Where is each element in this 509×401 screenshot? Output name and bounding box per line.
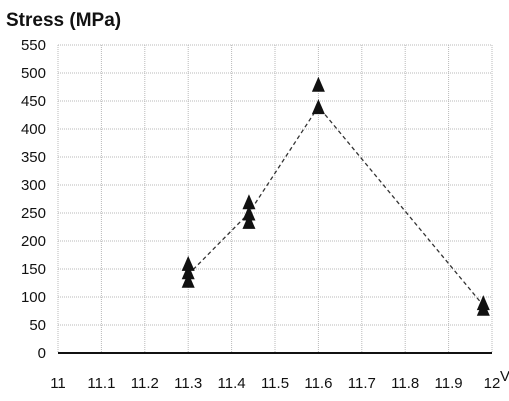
x-tick-label: 11.7 bbox=[348, 375, 376, 392]
x-tick-label: 11 bbox=[50, 375, 66, 392]
y-tick-labels: 0 50 100 150 200 250 300 350 400 450 500 550 bbox=[21, 37, 46, 362]
grid bbox=[58, 45, 492, 353]
y-tick-label: 0 bbox=[38, 345, 46, 362]
y-tick-label: 50 bbox=[29, 317, 46, 334]
y-tick-label: 200 bbox=[21, 233, 46, 250]
data-point-marker bbox=[182, 256, 195, 271]
data-markers bbox=[182, 77, 490, 316]
y-tick-label: 550 bbox=[21, 37, 46, 54]
data-point-marker bbox=[242, 194, 255, 209]
x-tick-label: 11.6 bbox=[304, 375, 332, 392]
x-tick-label: 12 bbox=[484, 375, 501, 392]
x-tick-label: 11.8 bbox=[391, 375, 419, 392]
y-tick-label: 450 bbox=[21, 93, 46, 110]
y-tick-label: 350 bbox=[21, 149, 46, 166]
x-axis-label: V bbox=[500, 368, 509, 385]
data-point-marker bbox=[312, 77, 325, 92]
x-tick-label: 11.1 bbox=[87, 375, 115, 392]
y-tick-label: 300 bbox=[21, 177, 46, 194]
y-tick-label: 500 bbox=[21, 65, 46, 82]
y-tick-label: 100 bbox=[21, 289, 46, 306]
y-axis-label: Stress (MPa) bbox=[6, 10, 121, 31]
x-tick-labels: 11 11.1 11.2 11.3 11.4 11.5 11.6 11.7 11.8 11.9 12 bbox=[50, 375, 500, 392]
x-tick-label: 11.4 bbox=[218, 375, 246, 392]
y-tick-label: 150 bbox=[21, 261, 46, 278]
x-tick-label: 11.3 bbox=[174, 375, 202, 392]
y-tick-label: 400 bbox=[21, 121, 46, 138]
x-tick-label: 11.9 bbox=[435, 375, 463, 392]
y-tick-label: 250 bbox=[21, 205, 46, 222]
x-tick-label: 11.2 bbox=[131, 375, 159, 392]
x-tick-label: 11.5 bbox=[261, 375, 289, 392]
trend-line bbox=[188, 107, 483, 306]
